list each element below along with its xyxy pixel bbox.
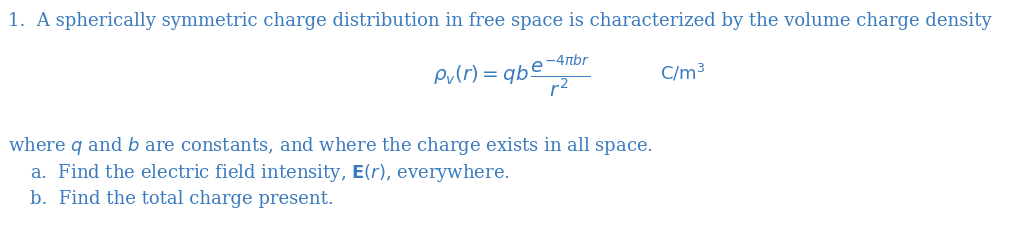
Text: $\rho_v(r) = qb\,\dfrac{e^{-4\pi br}}{r^2}$: $\rho_v(r) = qb\,\dfrac{e^{-4\pi br}}{r^… (433, 52, 591, 99)
Text: b.  Find the total charge present.: b. Find the total charge present. (30, 190, 334, 208)
Text: $\mathrm{C/m^3}$: $\mathrm{C/m^3}$ (660, 62, 706, 83)
Text: a.  Find the electric field intensity, $\mathbf{E}$$(r)$, everywhere.: a. Find the electric field intensity, $\… (30, 162, 510, 184)
Text: 1.  A spherically symmetric charge distribution in free space is characterized b: 1. A spherically symmetric charge distri… (8, 12, 991, 30)
Text: where $q$ and $b$ are constants, and where the charge exists in all space.: where $q$ and $b$ are constants, and whe… (8, 135, 653, 157)
